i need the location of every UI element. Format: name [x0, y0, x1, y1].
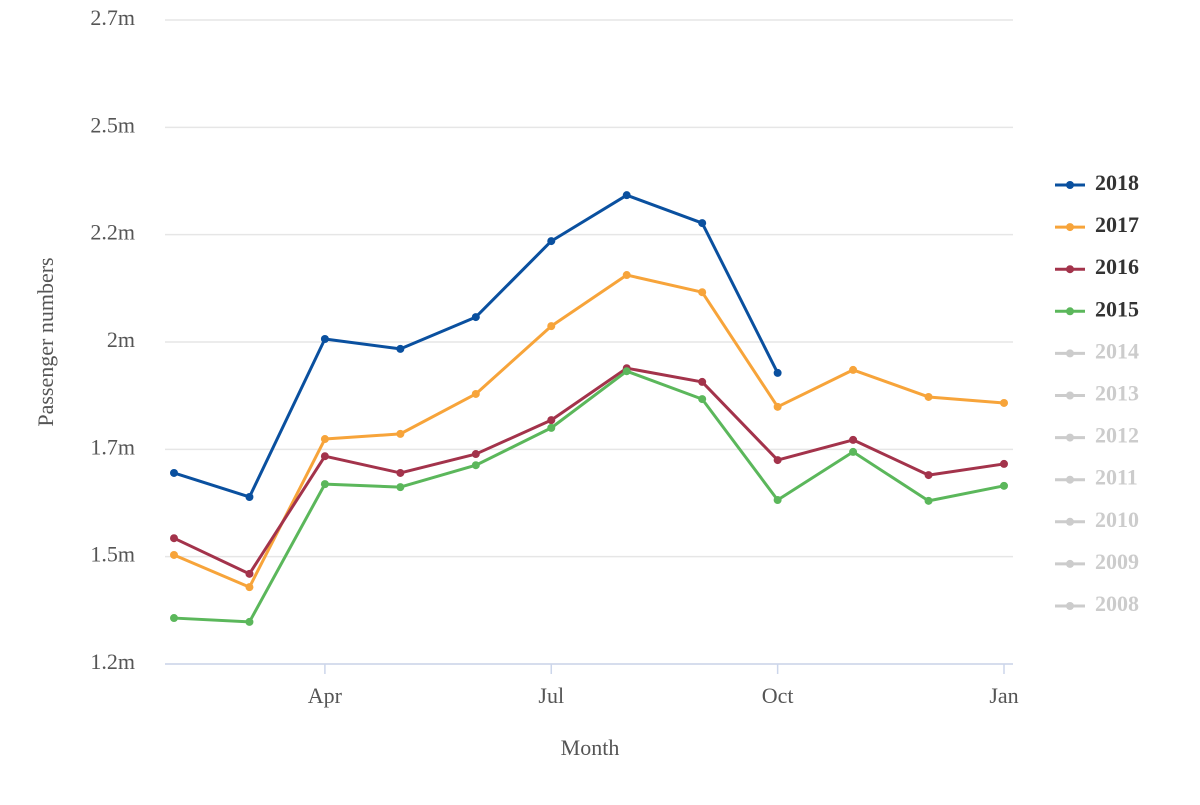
point: [622, 271, 631, 280]
legend-item[interactable]: 2008: [1055, 591, 1139, 616]
legend-label: 2016: [1095, 254, 1139, 279]
point: [547, 237, 556, 246]
legend-item[interactable]: 2012: [1055, 423, 1139, 448]
series-line: [173, 366, 1005, 576]
legend-label: 2011: [1095, 465, 1138, 490]
point: [698, 395, 707, 404]
legend-label: 2014: [1095, 338, 1139, 363]
point: [849, 435, 858, 444]
y-tick-label: 1.2m: [90, 649, 135, 674]
point: [170, 468, 178, 477]
legend-label: 2010: [1095, 507, 1139, 532]
legend-item[interactable]: 2010: [1055, 507, 1139, 532]
legend-label: 2009: [1095, 549, 1139, 574]
legend-item[interactable]: 2014: [1055, 338, 1139, 363]
point: [849, 447, 858, 456]
point: [320, 480, 329, 489]
legend-dot: [1066, 391, 1074, 400]
point: [471, 313, 480, 322]
point: [547, 322, 556, 331]
legend-dot: [1066, 475, 1074, 484]
legend-dot: [1066, 517, 1074, 526]
point: [924, 471, 933, 480]
point: [320, 334, 329, 343]
y-tick-label: 2m: [107, 327, 135, 352]
point: [1000, 481, 1008, 490]
point: [622, 191, 631, 200]
point: [396, 344, 405, 353]
legend-item[interactable]: 2013: [1055, 381, 1139, 406]
point: [396, 468, 405, 477]
series-line: [173, 273, 1005, 589]
point: [245, 583, 254, 592]
legend-dot: [1066, 602, 1074, 610]
point: [773, 495, 782, 504]
point: [698, 377, 707, 386]
point: [924, 392, 933, 401]
y-tick-label: 1.5m: [90, 542, 135, 567]
point: [471, 450, 480, 459]
legend-item[interactable]: 2018: [1055, 170, 1139, 195]
legend-label: 2018: [1095, 170, 1139, 195]
series-line: [173, 369, 1005, 624]
y-tick-label: 1.7m: [90, 434, 135, 459]
x-axis-title: Month: [561, 735, 620, 760]
legend-item[interactable]: 2009: [1055, 549, 1139, 574]
legend-item[interactable]: 2011: [1055, 465, 1138, 490]
legend-label: 2008: [1095, 591, 1139, 616]
x-tick-label: Oct: [762, 683, 794, 708]
point: [170, 550, 178, 559]
point: [698, 219, 707, 228]
point: [1000, 398, 1008, 407]
legend-dot: [1066, 223, 1074, 232]
legend-dot: [1066, 265, 1074, 274]
legend-item[interactable]: 2015: [1055, 296, 1139, 321]
y-tick-label: 2.5m: [90, 112, 135, 137]
point: [773, 456, 782, 465]
point: [396, 429, 405, 438]
point: [471, 461, 480, 470]
legend-label: 2015: [1095, 296, 1139, 321]
y-axis-title: Passenger numbers: [33, 257, 58, 426]
x-tick-label: Jan: [989, 683, 1018, 708]
point: [245, 569, 254, 578]
point: [245, 617, 254, 626]
legend-item[interactable]: 2017: [1055, 212, 1139, 237]
legend-label: 2017: [1095, 212, 1139, 237]
point: [170, 614, 178, 623]
legend-dot: [1066, 559, 1074, 568]
y-tick-label: 2.7m: [90, 5, 135, 30]
point: [1000, 459, 1008, 468]
point: [320, 452, 329, 461]
legend-item[interactable]: 2016: [1055, 254, 1139, 279]
point: [849, 365, 858, 374]
legend-dot: [1066, 307, 1074, 316]
point: [396, 483, 405, 492]
point: [924, 496, 933, 505]
point: [698, 288, 707, 297]
point: [773, 402, 782, 411]
point: [471, 389, 480, 398]
point: [170, 534, 178, 543]
point: [773, 368, 782, 377]
legend-dot: [1066, 433, 1074, 442]
x-tick-label: Jul: [538, 683, 564, 708]
point: [320, 435, 329, 444]
point: [547, 423, 556, 432]
legend-label: 2012: [1095, 423, 1139, 448]
legend-dot: [1066, 181, 1074, 189]
point: [622, 367, 631, 376]
legend-dot: [1066, 349, 1074, 358]
point: [245, 492, 254, 501]
legend-label: 2013: [1095, 381, 1139, 406]
x-tick-label: Apr: [308, 683, 343, 708]
point: [547, 416, 556, 425]
y-tick-label: 2.2m: [90, 220, 135, 245]
